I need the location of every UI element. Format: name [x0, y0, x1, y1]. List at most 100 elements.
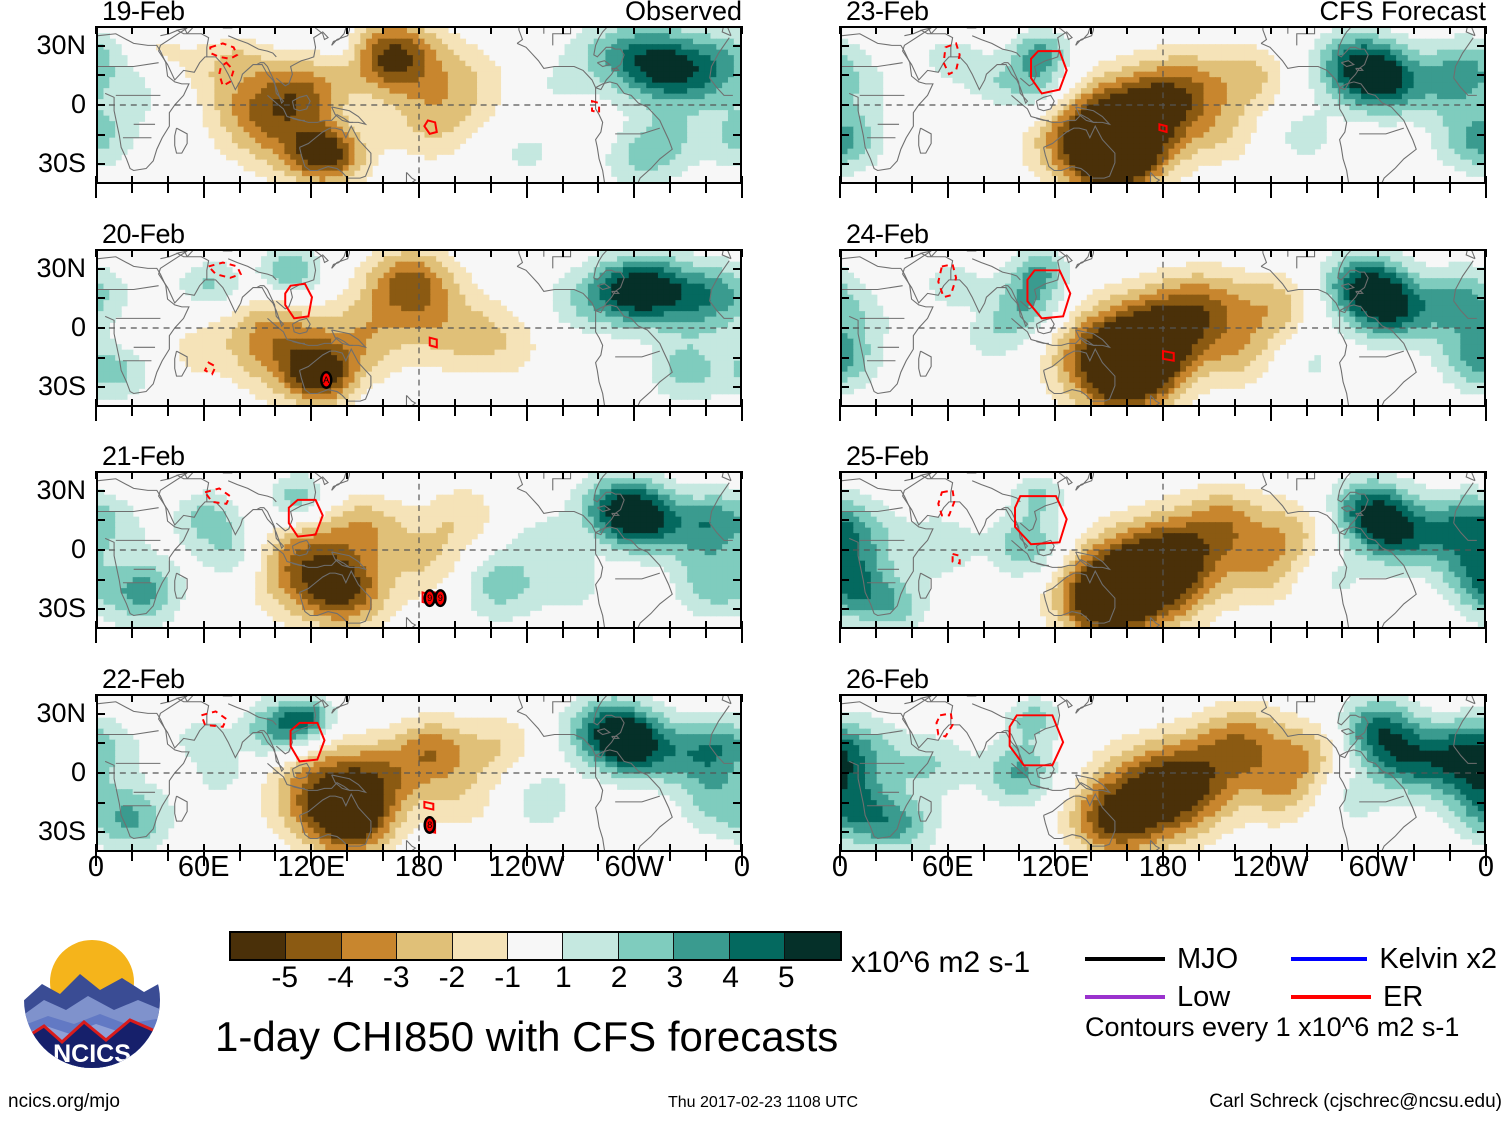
x-axis-tick-outer [1377, 852, 1380, 866]
colorbar-tick-label: -2 [438, 961, 466, 994]
map-canvas [842, 28, 1484, 182]
x-axis-tick-outer [597, 852, 600, 861]
x-axis-tick [1413, 694, 1416, 702]
x-axis-tick [1269, 471, 1272, 479]
x-axis-tick [274, 694, 277, 702]
x-axis-tick [1054, 621, 1057, 629]
x-axis-tick-outer [525, 852, 528, 866]
y-axis-tick [96, 267, 105, 270]
y-axis-tick [96, 163, 105, 166]
map-panel[interactable] [840, 26, 1486, 184]
x-axis-tick-outer [1305, 852, 1308, 861]
y-axis-tick [840, 44, 849, 47]
x-axis-tick [310, 249, 313, 257]
x-axis-tick-outer [95, 184, 97, 198]
y-axis-label: 30S [37, 593, 86, 624]
y-axis-tick [733, 327, 742, 329]
x-axis-tick [1162, 694, 1164, 702]
x-axis-tick [1413, 176, 1416, 184]
anomaly-shading [98, 251, 740, 405]
x-axis-tick [1054, 694, 1057, 702]
x-axis-tick-outer [1018, 407, 1021, 416]
x-axis-label: 120E [277, 851, 346, 883]
colorbar-swatch [674, 933, 730, 959]
x-axis-tick-outer [1305, 407, 1308, 416]
x-axis-tick-outer [525, 629, 528, 643]
map-panel[interactable] [96, 26, 742, 184]
x-axis-tick [633, 26, 636, 34]
y-axis-tick [1477, 297, 1486, 300]
x-axis-tick [705, 26, 708, 34]
y-axis-tick [96, 578, 105, 581]
y-axis-tick [1477, 267, 1486, 270]
x-axis-tick [1197, 176, 1200, 184]
x-axis-tick [274, 249, 277, 257]
ncics-logo-text: NCICS [53, 1040, 131, 1068]
x-axis-tick [346, 694, 349, 702]
x-axis-tick [597, 471, 600, 479]
y-axis-tick [1477, 549, 1486, 551]
x-axis-tick [1126, 621, 1129, 629]
x-axis-tick [561, 844, 564, 852]
x-axis-tick [1305, 621, 1308, 629]
x-axis-tick [310, 621, 313, 629]
x-axis-tick [1377, 399, 1380, 407]
y-axis-tick [733, 549, 742, 551]
legend-item-mjo: MJO [1085, 944, 1291, 974]
er-contours [203, 261, 438, 376]
x-axis-tick [346, 621, 349, 629]
colorbar-swatch [563, 933, 619, 959]
map-panel[interactable] [840, 249, 1486, 407]
x-axis-tick [741, 471, 743, 479]
x-axis-tick [561, 621, 564, 629]
map-panel[interactable] [840, 471, 1486, 629]
x-axis-tick [130, 621, 133, 629]
x-axis-label: 120W [488, 851, 565, 883]
map-panel[interactable]: 8 [96, 694, 742, 852]
x-axis-tick [310, 399, 313, 407]
x-axis-tick [382, 26, 385, 34]
x-axis-tick-outer [130, 407, 133, 416]
x-axis-tick [1341, 471, 1344, 479]
x-axis-tick-outer [1018, 852, 1021, 861]
x-axis-tick [310, 694, 313, 702]
x-axis-tick [166, 621, 169, 629]
er-line-icon [1291, 995, 1371, 999]
x-axis-tick-outer [130, 629, 133, 638]
x-axis-tick [1269, 844, 1272, 852]
y-axis-tick [733, 133, 742, 136]
map-panel[interactable] [840, 694, 1486, 852]
y-axis-tick [733, 489, 742, 492]
y-axis-tick [733, 163, 742, 166]
x-axis-tick-outer [418, 629, 420, 643]
map-panel[interactable]: A [96, 249, 742, 407]
x-axis-tick [1018, 176, 1021, 184]
footer-website[interactable]: ncics.org/mjo [8, 1091, 120, 1112]
x-axis-tick [669, 694, 672, 702]
x-axis-tick-outer [346, 184, 349, 193]
x-axis-label: 60W [1348, 851, 1409, 883]
coastlines [842, 28, 1477, 182]
x-axis-tick [1269, 621, 1272, 629]
x-axis-tick-outer [382, 852, 385, 861]
footer-author[interactable]: Carl Schreck (cjschrec@ncsu.edu) [1209, 1091, 1502, 1112]
x-axis-tick-outer [741, 852, 743, 866]
x-axis-tick [669, 621, 672, 629]
colorbar-tick-label: 1 [555, 961, 572, 994]
x-axis-tick-outer [982, 852, 985, 861]
x-axis-tick-outer [489, 852, 492, 861]
y-axis-tick [733, 712, 742, 715]
x-axis-tick [1377, 694, 1380, 702]
x-axis-tick-outer [346, 407, 349, 416]
x-axis-tick-outer [166, 184, 169, 193]
legend-label-er: ER [1383, 980, 1424, 1013]
x-axis-label: 120W [1232, 851, 1309, 883]
x-axis-label: 60E [177, 851, 230, 883]
x-axis-tick [310, 176, 313, 184]
x-axis-tick [1126, 694, 1129, 702]
x-axis-tick-outer [1162, 184, 1164, 198]
y-axis-tick [733, 297, 742, 300]
x-axis-tick [1449, 399, 1452, 407]
x-axis-tick [166, 399, 169, 407]
